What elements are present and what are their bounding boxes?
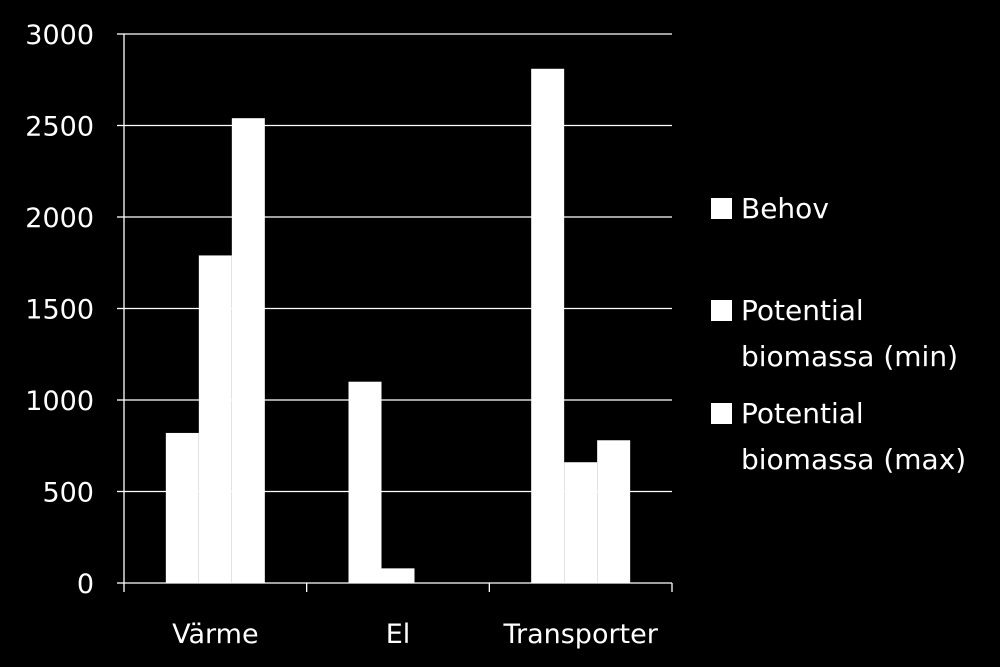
x-tick-label: Transporter [502, 619, 658, 650]
x-tick-label: El [386, 619, 411, 650]
bar [198, 255, 232, 583]
y-tick-label: 500 [42, 478, 94, 509]
bar [564, 462, 598, 583]
legend-label: biomassa (min) [741, 340, 958, 373]
y-tick-label: 1000 [25, 386, 94, 417]
y-tick-label: 0 [77, 569, 94, 600]
y-tick-label: 2500 [25, 112, 94, 143]
legend-swatch [711, 300, 732, 321]
bar [165, 432, 199, 583]
y-tick-label: 2000 [25, 203, 94, 234]
x-axis-category-labels: Värme El Transporter [172, 619, 659, 650]
y-tick-label: 3000 [25, 20, 94, 51]
y-axis-tick-labels: 0 500 1000 1500 2000 2500 3000 [25, 20, 94, 600]
legend-label: biomassa (max) [741, 443, 966, 476]
legend: Behov Potential biomassa (min) Potential bio… [711, 192, 966, 476]
legend-label: Potential [741, 397, 864, 430]
bar [348, 381, 382, 583]
y-tick-label: 1500 [25, 295, 94, 326]
legend-swatch [711, 403, 732, 424]
bars [165, 68, 631, 584]
x-tick-label: Värme [172, 619, 258, 650]
legend-label: Behov [741, 192, 829, 225]
bar [531, 68, 565, 583]
bar [231, 118, 265, 584]
bar [597, 440, 631, 583]
legend-swatch [711, 198, 732, 219]
legend-label: Potential [741, 294, 864, 327]
bar [381, 568, 415, 583]
